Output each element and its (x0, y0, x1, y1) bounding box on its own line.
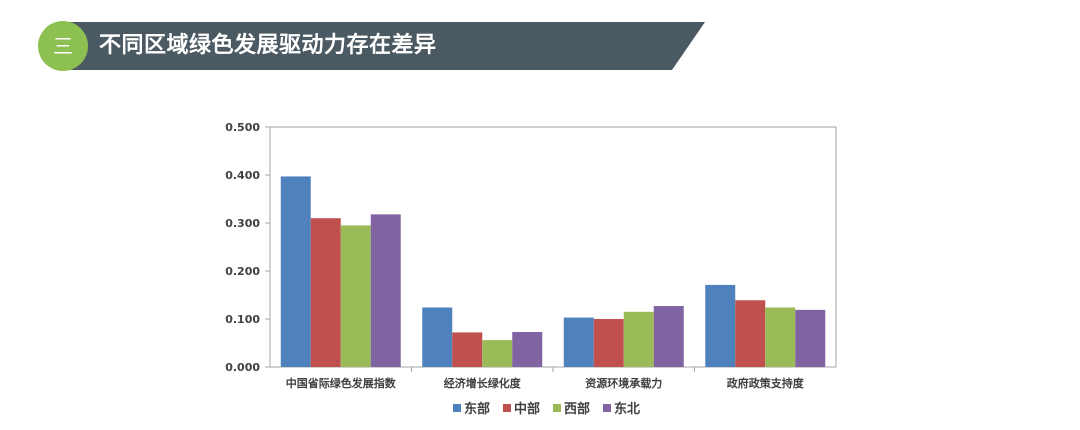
legend-label: 中部 (514, 401, 540, 417)
bar-4-3 (653, 306, 684, 367)
x-category-label: 政府政策支持度 (727, 376, 805, 390)
legend-label: 西部 (564, 401, 590, 417)
bar-3-1 (340, 225, 371, 367)
bar-4-4 (795, 309, 826, 367)
legend-label: 东部 (464, 401, 490, 417)
bar-2-1 (310, 218, 341, 367)
bar-2-4 (735, 300, 766, 367)
legend-swatch (603, 404, 611, 412)
bar-1-2 (422, 307, 453, 367)
y-tick-label: 0.500 (225, 121, 260, 134)
y-tick-label: 0.200 (225, 265, 260, 278)
bar-4-2 (512, 331, 543, 367)
legend-label: 东北 (614, 401, 640, 417)
bar-2-3 (593, 319, 624, 367)
bar-1-3 (563, 317, 594, 367)
x-category-label: 中国省际绿色发展指数 (286, 376, 397, 390)
x-category-label: 经济增长绿化度 (444, 376, 522, 390)
section-header: 三 不同区域绿色发展驱动力存在差异 (38, 21, 718, 71)
legend-swatch (553, 404, 561, 412)
bar-1-4 (705, 284, 736, 367)
legend-swatch (453, 404, 461, 412)
bar-3-3 (623, 311, 654, 367)
header-banner (58, 22, 705, 70)
y-tick-label: 0.400 (225, 169, 260, 182)
section-title: 不同区域绿色发展驱动力存在差异 (99, 33, 437, 58)
x-category-label: 资源环境承载力 (585, 376, 662, 390)
bar-2-2 (452, 332, 483, 367)
y-tick-label: 0.100 (225, 313, 260, 326)
y-tick-label: 0.300 (225, 217, 260, 230)
bar-3-2 (482, 340, 513, 367)
bar-4-1 (370, 214, 401, 367)
bar-1-1 (280, 176, 311, 367)
bar-3-4 (765, 307, 796, 367)
section-number-badge: 三 (38, 21, 88, 71)
y-tick-label: 0.000 (225, 361, 260, 374)
legend-swatch (503, 404, 511, 412)
